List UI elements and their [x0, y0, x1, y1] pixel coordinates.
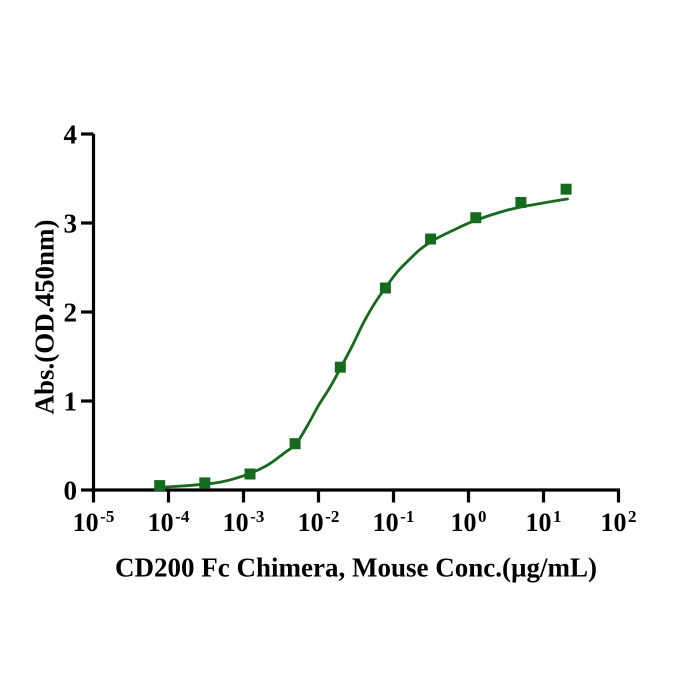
- x-tick-label: 10-4: [148, 507, 190, 537]
- tick-labels-layer: 0 1 2 3 4 10-5 10-4 10-3 10-2 10-1 100 101 102: [64, 120, 637, 538]
- x-tick-label: 100: [451, 507, 487, 537]
- data-point-square: [199, 477, 211, 489]
- data-point-square: [379, 282, 391, 294]
- tick-marks-layer: [81, 132, 621, 503]
- axes-layer: [91, 134, 620, 492]
- y-tick-label: 1: [64, 387, 78, 417]
- data-point-square: [244, 468, 256, 480]
- x-axis-title: CD200 Fc Chimera, Mouse Conc.(µg/mL): [115, 552, 597, 583]
- data-points-layer: [154, 183, 572, 492]
- x-tick-label: 10-5: [73, 507, 115, 537]
- data-point-square: [425, 233, 437, 245]
- x-tick-label: 102: [601, 507, 637, 537]
- sigmoid-fit-curve: [155, 197, 569, 489]
- y-tick-label: 4: [64, 120, 78, 150]
- fit-curve-layer: [155, 197, 569, 489]
- data-point-square: [560, 183, 572, 195]
- y-axis-title: Abs.(OD.450nm): [29, 219, 60, 415]
- y-tick-label: 3: [64, 209, 78, 239]
- data-point-square: [154, 480, 166, 492]
- data-point-square: [289, 438, 301, 450]
- data-point-square: [515, 197, 527, 208]
- y-tick-label: 0: [64, 476, 78, 506]
- data-point-square: [470, 212, 482, 224]
- x-tick-label: 10-2: [298, 507, 340, 537]
- x-tick-label: 101: [526, 507, 562, 537]
- x-tick-label: 10-1: [373, 507, 415, 537]
- y-tick-label: 2: [64, 298, 78, 328]
- x-tick-label: 10-3: [223, 507, 265, 537]
- data-point-square: [334, 361, 346, 373]
